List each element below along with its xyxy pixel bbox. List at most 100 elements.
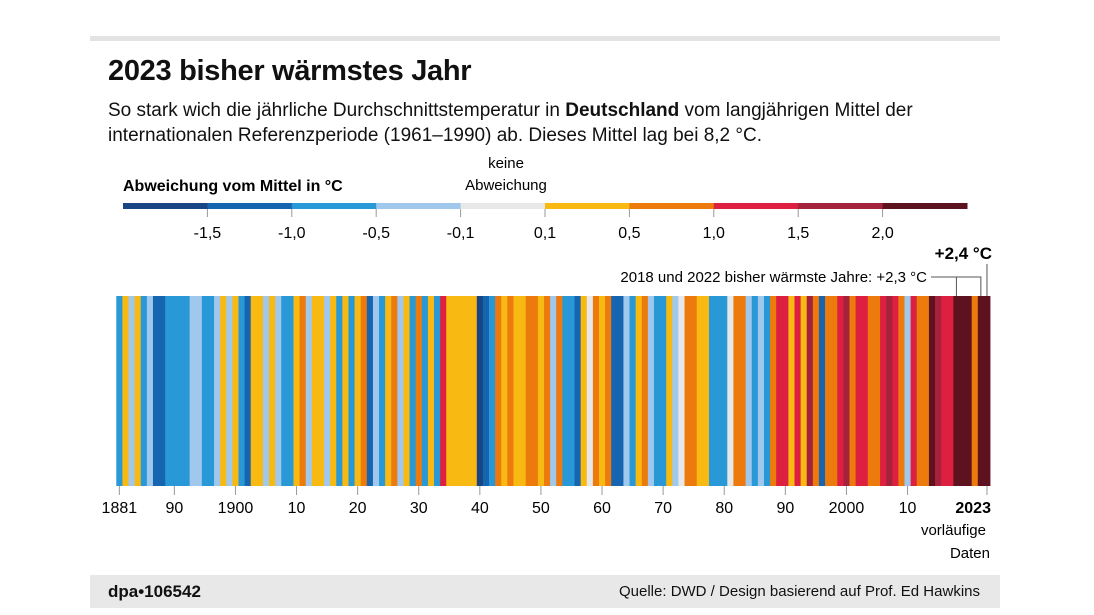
legend-tick-label: -0,1 (447, 225, 475, 242)
stripe-1917 (336, 296, 343, 486)
x-tick-label: 20 (349, 500, 367, 517)
stripe-1924 (379, 296, 386, 486)
stripe-1886 (146, 296, 154, 486)
stripe-1904 (256, 296, 264, 486)
stripe-1940 (476, 296, 484, 486)
stripe-1998 (831, 296, 838, 486)
stripe-1925 (385, 296, 392, 486)
stripe-1992 (794, 296, 802, 486)
stripe-1897 (214, 296, 221, 486)
stripe-1898 (220, 296, 227, 486)
stripe-1970 (660, 296, 667, 486)
stripe-1932 (427, 296, 435, 486)
x-tick-label: 50 (532, 500, 550, 517)
stripe-1931 (421, 296, 429, 486)
stripe-2017 (947, 296, 954, 486)
stripe-1911 (299, 296, 307, 486)
legend-swatch (291, 203, 377, 209)
stripe-1936 (452, 296, 459, 486)
stripe-1939 (470, 296, 478, 486)
stripe-2005 (873, 296, 881, 486)
stripe-2011 (910, 296, 918, 486)
stripe-1996 (818, 296, 826, 486)
stripe-2010 (904, 296, 911, 486)
stripe-1991 (788, 296, 795, 486)
stripe-2019 (959, 296, 966, 486)
stripe-1906 (269, 296, 276, 486)
stripe-1901 (238, 296, 246, 486)
bracket-2022 (931, 276, 982, 296)
source-credit: Quelle: DWD / Design basierend auf Prof.… (619, 583, 980, 600)
stripe-1905 (262, 296, 270, 486)
legend-swatch (460, 203, 546, 209)
stripe-2004 (867, 296, 875, 486)
stripe-1919 (348, 296, 355, 486)
legend-tick-label: 1,0 (703, 225, 725, 242)
stripes (116, 296, 991, 486)
stripe-1968 (647, 296, 655, 486)
stripe-1987 (763, 296, 771, 486)
stripe-1896 (207, 296, 215, 486)
stripe-1891 (177, 296, 184, 486)
stripe-1953 (556, 296, 563, 486)
legend-tick-label: 2,0 (871, 225, 893, 242)
stripe-2013 (922, 296, 930, 486)
stripe-2016 (941, 296, 948, 486)
x-axis: 1881 90 1900 10 20 30 40 50 60 70 80 90 2000 10 2023 (102, 486, 991, 517)
stripe-1993 (800, 296, 808, 486)
dpa-logo: dpa•106542 (108, 582, 201, 601)
stripe-1913 (311, 296, 319, 486)
stripe-1929 (409, 296, 417, 486)
stripe-1902 (244, 296, 252, 486)
stripe-1971 (666, 296, 673, 486)
stripe-1950 (537, 296, 545, 486)
stripe-1882 (122, 296, 129, 486)
stripe-1978 (708, 296, 716, 486)
stripe-1966 (635, 296, 643, 486)
previous-records-label: 2018 und 2022 bisher wärmste Jahre: +2,3… (620, 269, 927, 286)
stripe-1989 (776, 296, 783, 486)
stripe-1933 (434, 296, 441, 486)
subtitle: So stark wich die jährliche Durchschnitt… (108, 98, 988, 148)
stripe-1960 (598, 296, 606, 486)
stripe-1975 (690, 296, 698, 486)
stripe-1908 (281, 296, 288, 486)
stripe-1958 (586, 296, 594, 486)
x-tick-label: 60 (593, 500, 611, 517)
stripe-1889 (165, 296, 172, 486)
stripe-1907 (275, 296, 282, 486)
stripe-1999 (837, 296, 844, 486)
stripe-1944 (501, 296, 508, 486)
stripe-1976 (696, 296, 704, 486)
stripe-1963 (617, 296, 624, 486)
legend-swatch (713, 203, 799, 209)
subtitle-pre: So stark wich die jährliche Durchschnitt… (108, 100, 566, 121)
stripe-1910 (293, 296, 300, 486)
stripe-1977 (702, 296, 710, 486)
x-tick-label: 40 (471, 500, 489, 517)
stripe-1979 (715, 296, 722, 486)
legend-tick-label: 0,1 (534, 225, 556, 242)
stripe-1947 (519, 296, 527, 486)
provisional-note-1: vorläufige (921, 522, 986, 539)
stripe-1934 (440, 296, 447, 486)
stripe-1952 (550, 296, 557, 486)
stripe-1942 (489, 296, 496, 486)
stripe-1965 (629, 296, 637, 486)
stripe-1954 (562, 296, 569, 486)
legend-swatch (798, 203, 884, 209)
stripe-2014 (928, 296, 936, 486)
stripe-1921 (360, 296, 368, 486)
stripe-1945 (507, 296, 514, 486)
stripe-1890 (171, 296, 178, 486)
stripe-1920 (354, 296, 362, 486)
stripe-1941 (482, 296, 490, 486)
stripe-2018 (953, 296, 960, 486)
stripe-1983 (739, 296, 747, 486)
stripe-1888 (159, 296, 166, 486)
legend-swatch (545, 203, 630, 209)
stripe-1981 (727, 296, 734, 486)
annotation-lines (931, 264, 988, 296)
stripe-1914 (317, 296, 325, 486)
footer: dpa•106542 Quelle: DWD / Design basieren… (90, 575, 1000, 608)
